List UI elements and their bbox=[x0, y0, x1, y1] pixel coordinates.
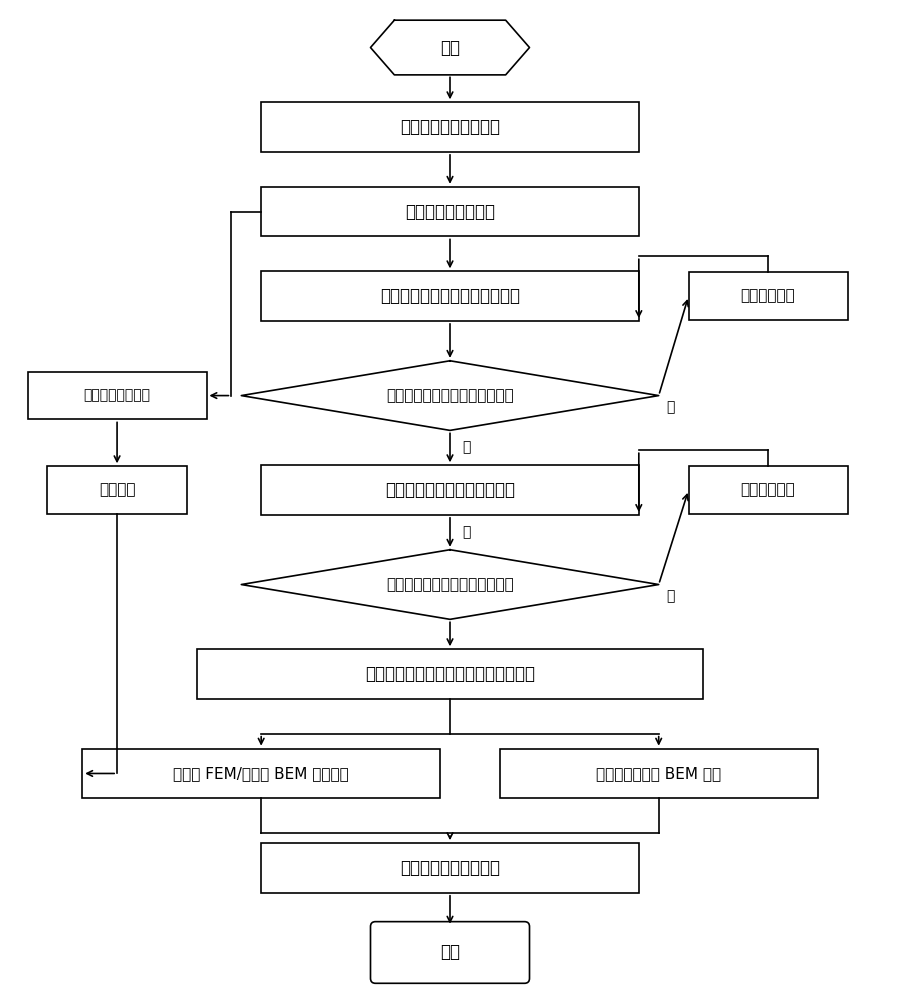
Text: 否: 否 bbox=[667, 401, 675, 415]
Text: 设置并计算无空化定常数值文件: 设置并计算无空化定常数值文件 bbox=[380, 287, 520, 305]
Text: 优化湍流模型: 优化湍流模型 bbox=[741, 289, 796, 304]
FancyBboxPatch shape bbox=[500, 749, 818, 798]
FancyBboxPatch shape bbox=[82, 749, 440, 798]
Text: 空化模型是否符合计算精度要求: 空化模型是否符合计算精度要求 bbox=[386, 577, 514, 592]
Text: 优化空化模型: 优化空化模型 bbox=[741, 483, 796, 498]
Text: 模态响应: 模态响应 bbox=[99, 483, 135, 498]
FancyBboxPatch shape bbox=[48, 466, 186, 514]
FancyBboxPatch shape bbox=[688, 466, 848, 514]
FancyBboxPatch shape bbox=[261, 843, 639, 893]
FancyBboxPatch shape bbox=[261, 271, 639, 321]
FancyBboxPatch shape bbox=[196, 649, 704, 699]
Text: 壳体结构模态分析: 壳体结构模态分析 bbox=[84, 389, 150, 403]
FancyBboxPatch shape bbox=[28, 372, 206, 419]
FancyBboxPatch shape bbox=[261, 187, 639, 236]
FancyBboxPatch shape bbox=[371, 922, 529, 983]
Text: 有限元 FEM/边界元 BEM 耦合计算: 有限元 FEM/边界元 BEM 耦合计算 bbox=[174, 766, 349, 781]
Polygon shape bbox=[371, 20, 529, 75]
Text: 流场域及壳体结构建模: 流场域及壳体结构建模 bbox=[400, 118, 500, 136]
Text: 是: 是 bbox=[462, 525, 471, 539]
Text: 设置并计算非定常空化文件及声源提取: 设置并计算非定常空化文件及声源提取 bbox=[365, 665, 535, 683]
Text: 开始: 开始 bbox=[440, 39, 460, 57]
Text: 空化诱导噪声声学结果: 空化诱导噪声声学结果 bbox=[400, 859, 500, 877]
Text: 网格划分及质量检查: 网格划分及质量检查 bbox=[405, 203, 495, 221]
Polygon shape bbox=[241, 361, 659, 430]
Text: 结束: 结束 bbox=[440, 943, 460, 961]
FancyBboxPatch shape bbox=[688, 272, 848, 320]
Polygon shape bbox=[241, 550, 659, 619]
Text: 设置并计算空化定常数值文件: 设置并计算空化定常数值文件 bbox=[385, 481, 515, 499]
FancyBboxPatch shape bbox=[261, 465, 639, 515]
Text: 是: 是 bbox=[462, 440, 471, 454]
Text: 声学边界元模型 BEM 计算: 声学边界元模型 BEM 计算 bbox=[596, 766, 721, 781]
Text: 湍流模型是否符合计算精度要求: 湍流模型是否符合计算精度要求 bbox=[386, 388, 514, 403]
FancyBboxPatch shape bbox=[261, 102, 639, 152]
Text: 否: 否 bbox=[667, 589, 675, 603]
